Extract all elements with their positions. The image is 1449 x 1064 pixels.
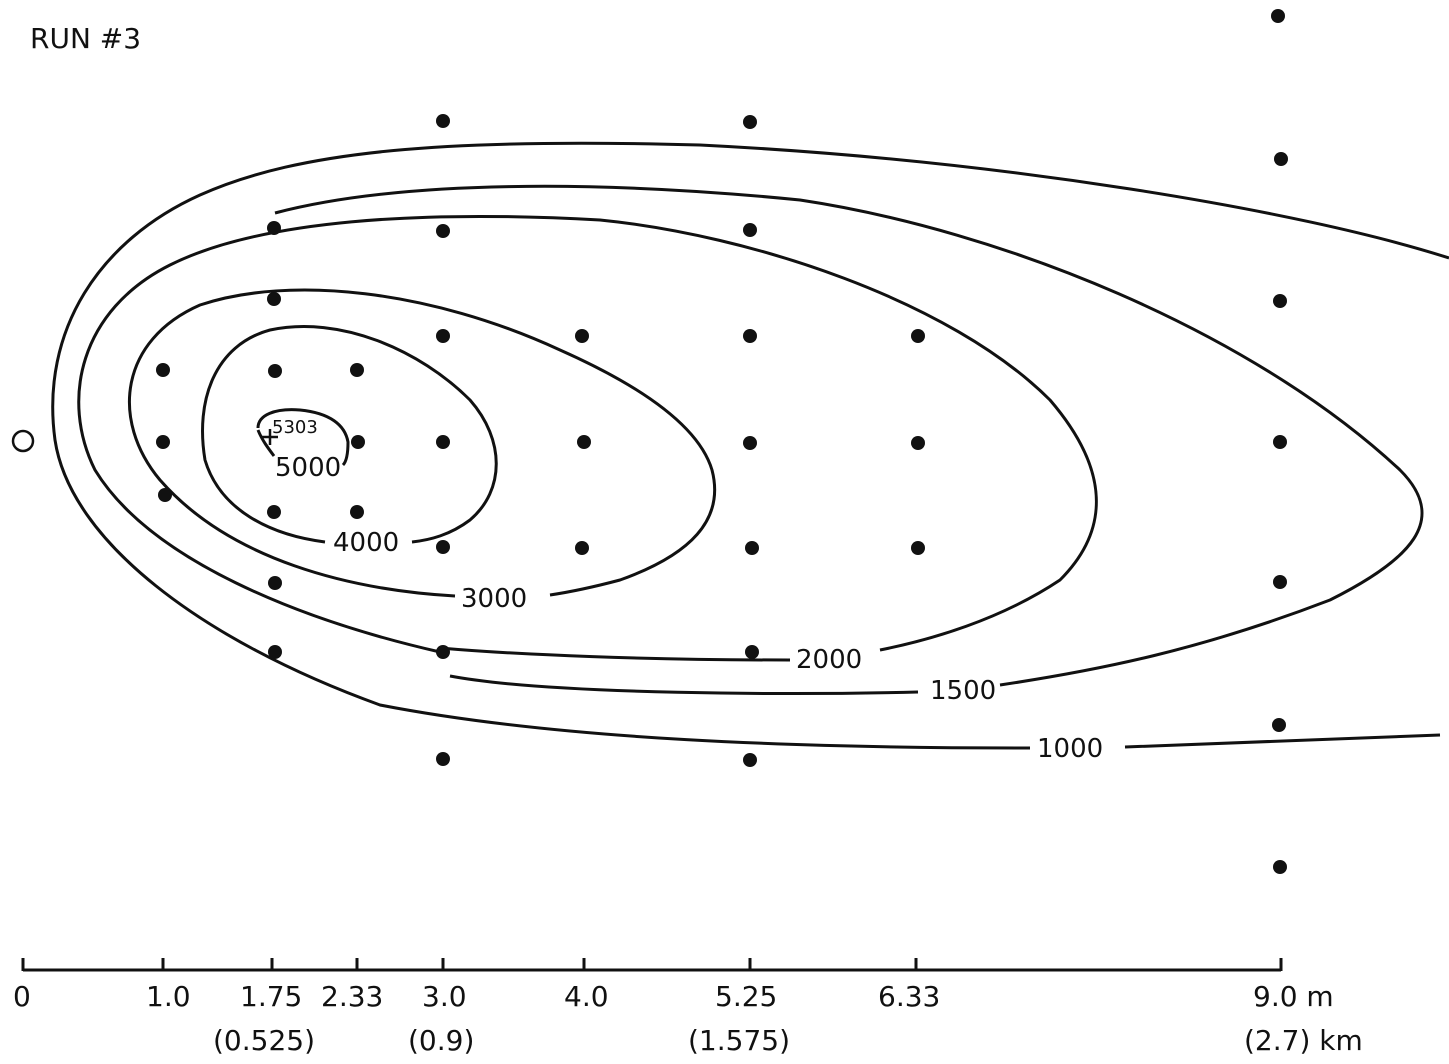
- tick-label: 9.0 m: [1253, 980, 1334, 1013]
- sampling-point: [1273, 575, 1287, 589]
- contour-label-4000: 4000: [333, 528, 399, 558]
- contour-lines: [51, 141, 1449, 750]
- contour-label-5303: 5303: [272, 417, 318, 438]
- contour-label-1000: 1000: [1037, 734, 1103, 764]
- source-marker: [11, 429, 35, 453]
- sampling-point: [743, 115, 757, 129]
- tick-label: 6.33: [878, 980, 940, 1013]
- sampling-point: [268, 645, 282, 659]
- sampling-point: [575, 329, 589, 343]
- sampling-point: [267, 292, 281, 306]
- sampling-point: [1272, 718, 1286, 732]
- tick-label: 1.0: [146, 980, 191, 1013]
- contour-line-5000: [256, 429, 276, 457]
- sampling-point: [350, 363, 364, 377]
- run-title: RUN #3: [30, 22, 141, 55]
- contour-line-1500: [274, 184, 1424, 695]
- distance-axis: [21, 958, 1283, 972]
- sampling-point: [156, 363, 170, 377]
- sampling-point: [911, 541, 925, 555]
- contour-line-1500-inner: [77, 214, 1098, 654]
- sampling-point: [1273, 294, 1287, 308]
- tick-sublabel: (0.525): [213, 1024, 315, 1057]
- sampling-point: [158, 488, 172, 502]
- tick-label: 3.0: [422, 980, 467, 1013]
- sampling-point: [575, 541, 589, 555]
- tick-label: 5.25: [715, 980, 777, 1013]
- sampling-point: [911, 436, 925, 450]
- sampling-point: [156, 435, 170, 449]
- sampling-point: [436, 435, 450, 449]
- sampling-point: [436, 540, 450, 554]
- contour-line-1000: [51, 141, 1449, 750]
- contour-label-3000: 3000: [461, 584, 527, 614]
- sampling-point: [351, 435, 365, 449]
- sampling-point: [745, 541, 759, 555]
- sampling-point: [743, 223, 757, 237]
- peak-marker: [262, 429, 278, 445]
- sampling-point: [743, 329, 757, 343]
- contour-label-2000: 2000: [796, 645, 862, 675]
- tick-sublabel: (0.9): [408, 1024, 474, 1057]
- contour-label-1500: 1500: [930, 676, 996, 706]
- sampling-point: [1274, 152, 1288, 166]
- tick-sublabel: (2.7) km: [1244, 1024, 1363, 1057]
- contour-label-5000: 5000: [275, 453, 341, 483]
- sampling-point: [436, 329, 450, 343]
- sampling-point: [436, 224, 450, 238]
- sampling-point: [268, 364, 282, 378]
- sampling-point: [1273, 860, 1287, 874]
- sampling-point: [743, 753, 757, 767]
- tick-sublabel: (1.575): [688, 1024, 790, 1057]
- sampling-point: [436, 752, 450, 766]
- sampling-point: [745, 645, 759, 659]
- contour-line-4000: [201, 325, 498, 544]
- tick-label: 1.75: [240, 980, 302, 1013]
- sampling-point: [436, 645, 450, 659]
- sampling-point: [268, 576, 282, 590]
- sampling-point: [267, 221, 281, 235]
- sampling-point: [436, 114, 450, 128]
- tick-label: 0: [13, 980, 31, 1013]
- sampling-point: [577, 435, 591, 449]
- sampling-point: [1271, 9, 1285, 23]
- sampling-point: [1273, 435, 1287, 449]
- contour-line-2000-end: [439, 646, 791, 662]
- sampling-points: [156, 9, 1288, 874]
- sampling-point: [743, 436, 757, 450]
- sampling-point: [911, 329, 925, 343]
- sampling-point: [267, 505, 281, 519]
- tick-label: 2.33: [321, 980, 383, 1013]
- contour-line-3000: [128, 288, 717, 598]
- contour-line-5303: [256, 408, 350, 467]
- sampling-point: [350, 505, 364, 519]
- tick-label: 4.0: [564, 980, 609, 1013]
